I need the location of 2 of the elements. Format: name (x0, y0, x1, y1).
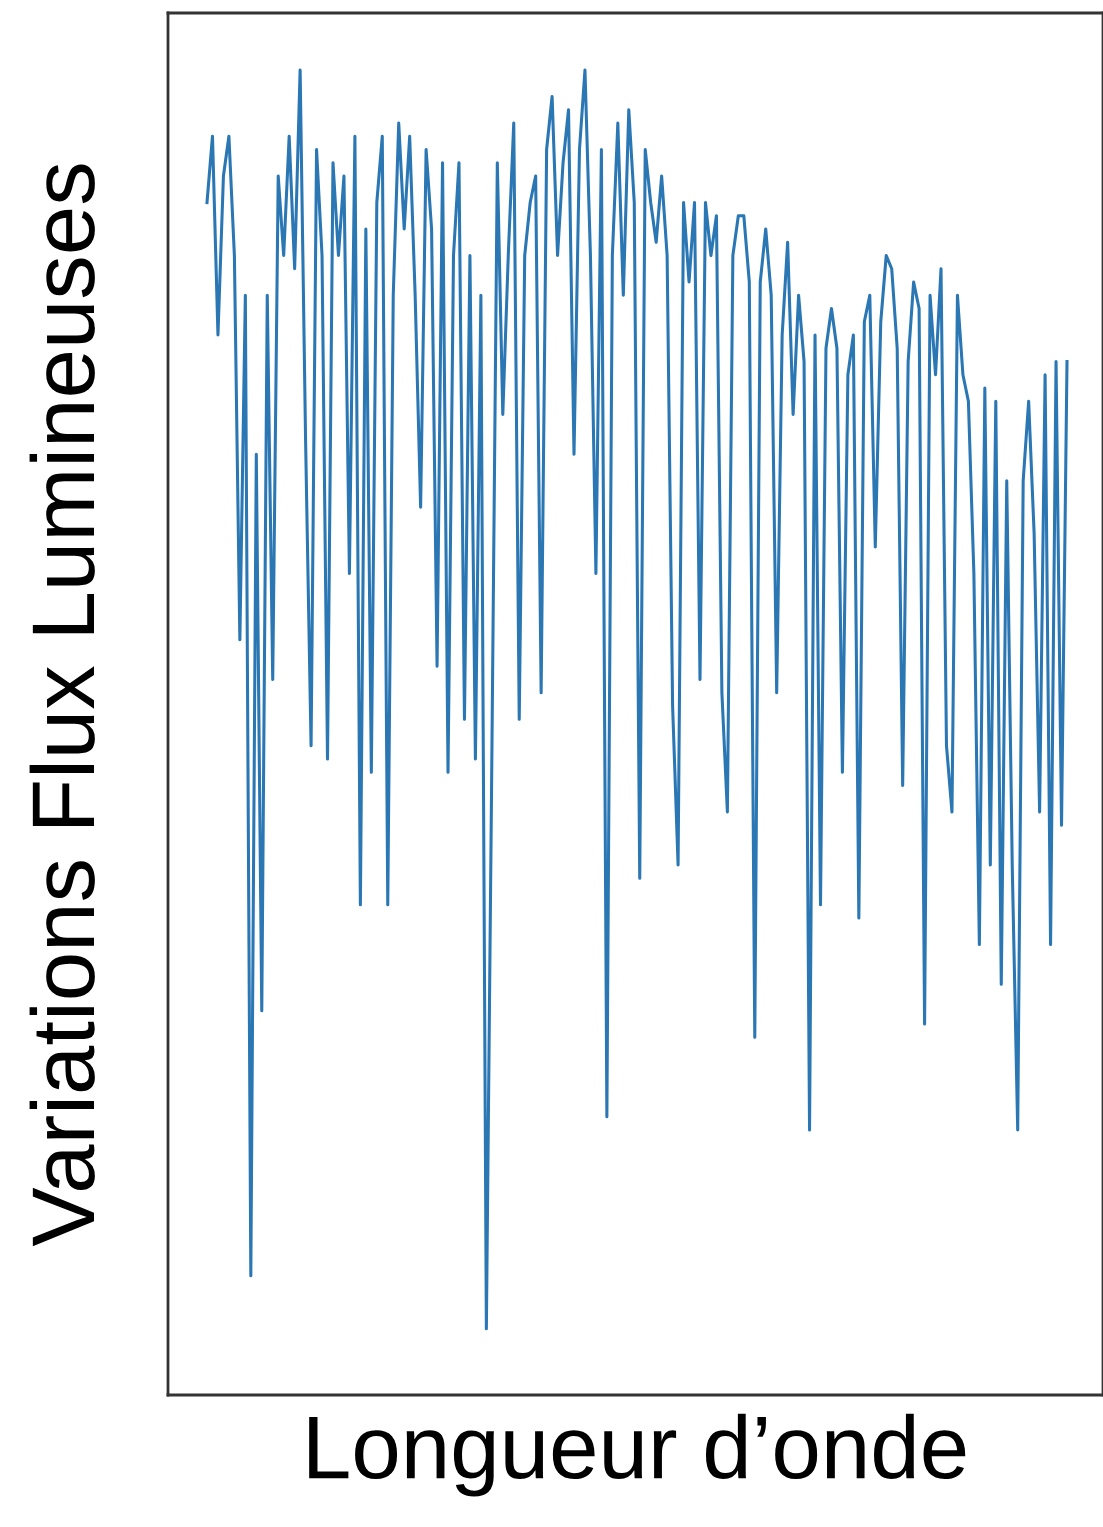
y-axis-title: Variations Flux Lumineuses (29, 164, 95, 1247)
x-axis-title: Longueur d’onde (309, 1413, 966, 1497)
